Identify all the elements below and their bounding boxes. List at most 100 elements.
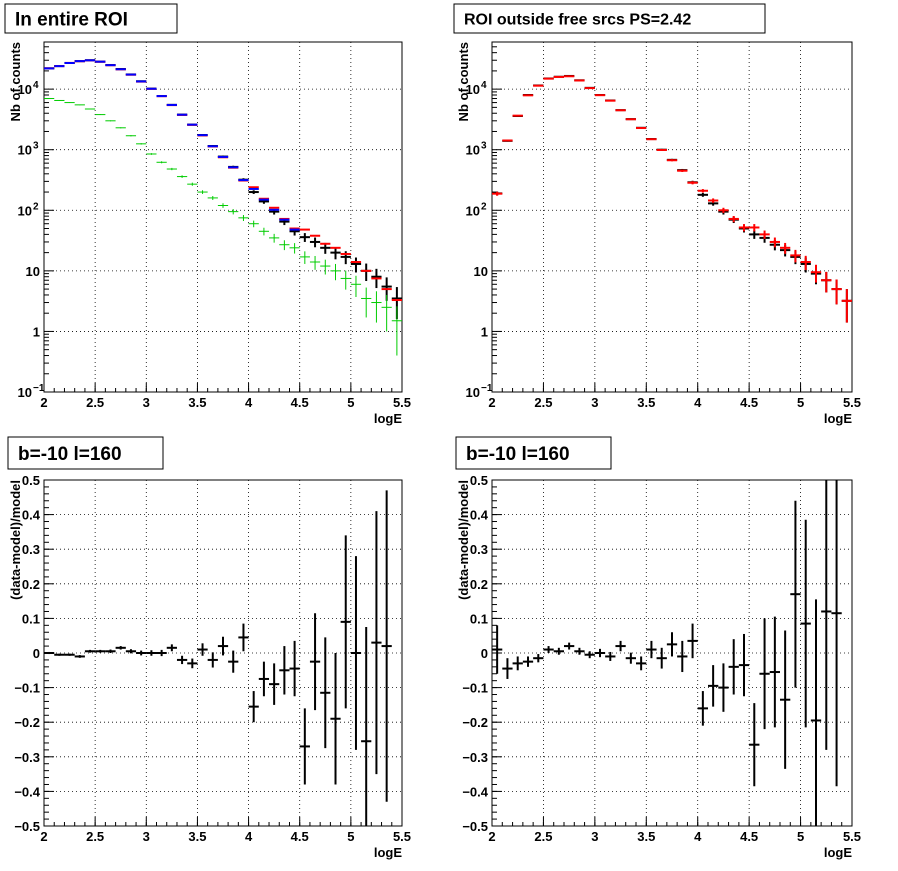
data-point (697, 189, 708, 193)
y-axis-label: (data-model)/model (8, 480, 23, 600)
chart-title: b=-10 l=160 (18, 444, 122, 465)
data-point (522, 94, 534, 97)
data-point (687, 181, 698, 185)
data-point (666, 632, 678, 657)
x-tick-label: 2.5 (534, 395, 552, 410)
x-tick-label: 2 (488, 829, 495, 844)
data-point (238, 623, 249, 652)
y-tick-label: −0.3 (14, 750, 40, 765)
data-point (269, 663, 280, 705)
data-point (522, 656, 534, 667)
x-axis-label: logE (824, 411, 852, 426)
data-point (125, 135, 137, 137)
y-tick-exponent: 3 (481, 141, 487, 152)
y-tick-label: 0.4 (470, 508, 489, 523)
data-point (105, 120, 116, 122)
data-point (687, 623, 698, 659)
x-tick-label: 2.5 (86, 395, 104, 410)
chart-title: b=-10 l=160 (466, 444, 570, 465)
y-tick-label: 10 (26, 264, 40, 279)
x-tick-label: 5.5 (393, 829, 411, 844)
data-point (594, 648, 606, 658)
data-point (248, 691, 259, 723)
x-tick-label: 4.5 (740, 829, 758, 844)
data-point (299, 233, 310, 242)
data-point (605, 99, 616, 102)
data-point (350, 556, 362, 750)
data-point (320, 637, 331, 749)
x-tick-label: 5.5 (843, 829, 861, 844)
data-point (340, 535, 351, 709)
data-point (574, 647, 585, 655)
data-point (309, 255, 321, 270)
y-tick-label: −0.2 (462, 715, 488, 730)
data-point (95, 649, 106, 653)
data-point (350, 257, 362, 273)
data-point (708, 198, 719, 203)
data-point (309, 613, 321, 711)
data-point (810, 599, 822, 826)
data-point (512, 656, 523, 671)
y-tick-exponent: 2 (33, 201, 39, 212)
y-axis-label: (data-model)/model (456, 480, 471, 600)
y-tick-label: −0.3 (462, 750, 488, 765)
data-point (790, 249, 801, 263)
data-point (769, 616, 780, 728)
data-point (361, 627, 372, 826)
data-point (289, 640, 300, 697)
data-point (64, 102, 75, 104)
data-point (841, 289, 852, 323)
x-tick-label: 4.5 (740, 395, 758, 410)
data-point (64, 653, 75, 656)
y-tick-label: 10 (466, 82, 480, 97)
data-point (594, 94, 606, 97)
data-point (800, 255, 811, 271)
title-box (7, 436, 164, 470)
data-point (769, 237, 780, 248)
data-point (84, 649, 96, 653)
title-box (453, 3, 766, 34)
x-tick-label: 2.5 (86, 829, 104, 844)
data-point (238, 215, 249, 222)
data-point (187, 658, 198, 669)
plot-frame (491, 41, 853, 393)
data-point (187, 182, 198, 186)
x-tick-label: 3 (143, 829, 150, 844)
data-point (780, 242, 791, 254)
x-tick-label: 2 (488, 395, 495, 410)
data-point (146, 153, 157, 155)
data-point (74, 104, 85, 106)
y-tick-exponent: 4 (481, 80, 487, 91)
y-tick-label: 0.2 (22, 577, 40, 592)
y-tick-label: 10 (466, 385, 480, 400)
y-tick-label: −0.4 (14, 784, 40, 799)
data-point (831, 279, 842, 305)
y-axis-label: Nb of counts (456, 42, 471, 121)
y-tick-label: 10 (18, 143, 32, 158)
x-tick-label: 3.5 (637, 829, 655, 844)
data-point (166, 644, 177, 652)
data-point (564, 642, 575, 650)
data-point (330, 247, 341, 260)
data-point (54, 653, 65, 656)
x-tick-label: 5 (797, 395, 804, 410)
data-point (697, 691, 708, 726)
data-point (248, 190, 259, 194)
x-tick-label: 2 (40, 829, 47, 844)
data-point (279, 646, 290, 695)
data-point (105, 649, 116, 653)
x-tick-label: 5 (347, 829, 354, 844)
x-tick-label: 3.5 (188, 829, 206, 844)
data-point (738, 224, 750, 232)
data-point (330, 653, 341, 785)
y-tick-label: 10 (474, 264, 488, 279)
plot-frame (43, 41, 403, 393)
data-point (738, 633, 750, 697)
data-point (136, 143, 147, 145)
data-point (810, 264, 822, 283)
series-data (492, 480, 842, 826)
data-point (176, 175, 188, 178)
